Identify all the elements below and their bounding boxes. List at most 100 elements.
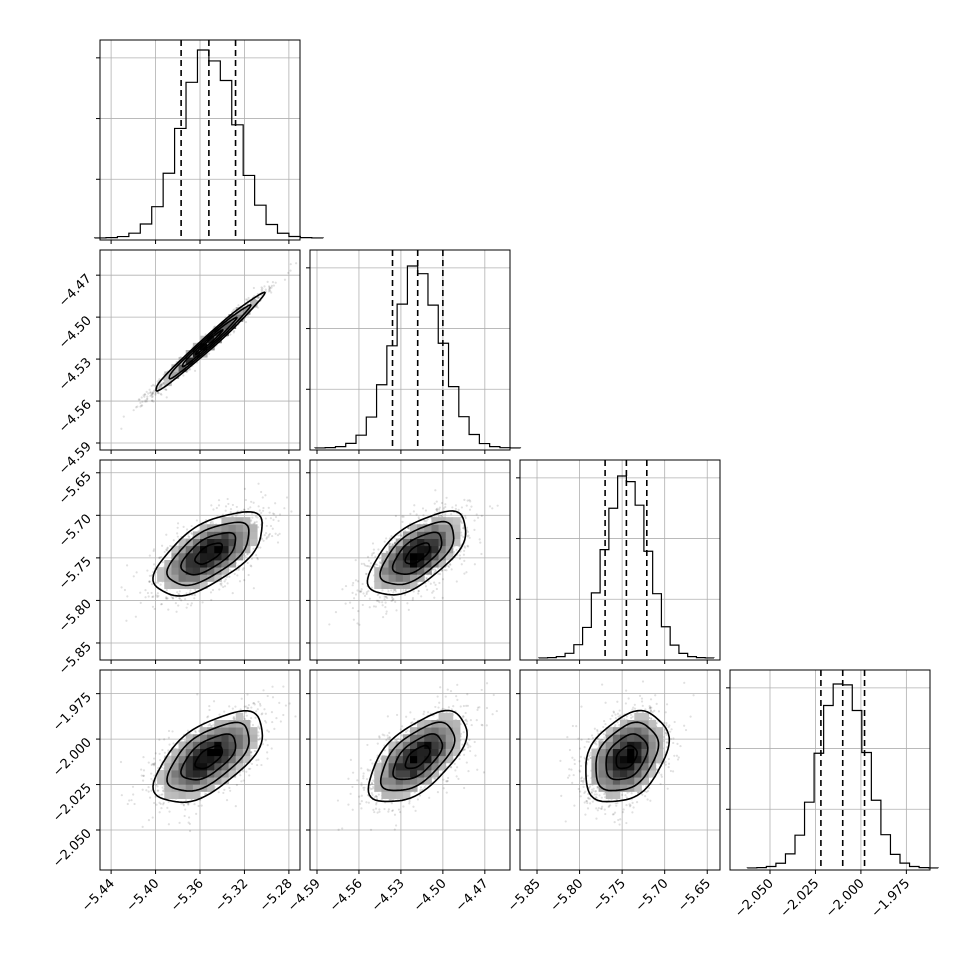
- scatter-point: [267, 535, 270, 538]
- scatter-point: [427, 580, 430, 583]
- scatter-point: [190, 602, 193, 605]
- density-cell: [395, 574, 404, 582]
- scatter-point: [426, 518, 429, 521]
- scatter-point: [152, 595, 155, 598]
- scatter-point: [260, 286, 263, 289]
- scatter-point: [422, 514, 425, 517]
- scatter-point: [142, 394, 145, 397]
- scatter-point: [366, 565, 370, 568]
- scatter-point: [440, 514, 443, 517]
- scatter-point: [167, 608, 170, 611]
- scatter-point: [251, 516, 254, 519]
- density-cell: [395, 567, 404, 575]
- scatter-point: [146, 397, 149, 400]
- scatter-point: [432, 568, 435, 571]
- density-cell: [250, 531, 258, 539]
- scatter-point: [358, 623, 361, 626]
- density-cell: [402, 545, 411, 554]
- density-cell: [178, 538, 187, 547]
- density-cell: [157, 574, 165, 582]
- scatter-point: [176, 532, 179, 535]
- scatter-point: [160, 603, 163, 606]
- scatter-point: [360, 590, 363, 593]
- scatter-point: [460, 521, 464, 525]
- scatter-point: [141, 788, 144, 791]
- scatter-point: [383, 595, 386, 598]
- scatter-point: [226, 497, 229, 501]
- scatter-point: [232, 309, 235, 312]
- scatter-point: [246, 298, 249, 301]
- scatter-point: [470, 505, 473, 508]
- scatter-point: [139, 591, 142, 594]
- scatter-point: [246, 561, 249, 565]
- density-cell: [424, 560, 432, 568]
- scatter-point: [224, 505, 228, 508]
- scatter-point: [153, 384, 156, 387]
- scatter-point: [348, 601, 352, 604]
- scatter-point: [275, 716, 278, 720]
- scatter-point: [132, 793, 135, 796]
- contour-line: [155, 291, 266, 392]
- density-cell: [164, 560, 172, 568]
- scatter-point: [437, 514, 441, 518]
- scatter-point: [465, 504, 468, 507]
- scatter-point: [260, 288, 263, 291]
- scatter-point: [294, 262, 298, 265]
- scatter-point: [122, 415, 125, 418]
- scatter-point: [271, 280, 275, 284]
- scatter-point: [404, 589, 407, 593]
- scatter-point: [442, 507, 445, 510]
- density-cell: [431, 531, 439, 539]
- scatter-point: [139, 401, 142, 404]
- scatter-point: [149, 391, 152, 395]
- scatter-point: [264, 719, 267, 723]
- scatter-point: [158, 385, 161, 388]
- scatter-point: [159, 385, 162, 388]
- scatter-point: [244, 321, 248, 324]
- scatter-point: [151, 392, 154, 395]
- scatter-point: [246, 553, 249, 556]
- scatter-point: [148, 388, 151, 391]
- contour-line: [180, 531, 237, 576]
- scatter-point: [268, 511, 271, 514]
- scatter-point: [371, 552, 374, 555]
- scatter-point: [425, 522, 428, 525]
- scatter-point: [161, 382, 164, 386]
- scatter-point: [227, 502, 230, 506]
- density-cell: [438, 552, 447, 561]
- scatter-point: [156, 391, 159, 394]
- density-cell: [214, 574, 222, 582]
- scatter-point: [381, 615, 385, 619]
- scatter-point: [204, 333, 207, 336]
- scatter-point: [465, 571, 468, 574]
- scatter-point: [153, 607, 156, 611]
- density-cell: [374, 574, 382, 582]
- density-cell: [417, 538, 425, 547]
- scatter-point: [462, 527, 465, 530]
- scatter-point: [388, 542, 391, 545]
- scatter-point: [178, 597, 181, 600]
- scatter-point: [148, 580, 151, 583]
- scatter-point: [185, 606, 188, 609]
- scatter-point: [143, 393, 146, 396]
- scatter-point: [417, 517, 421, 520]
- scatter-point: [234, 705, 237, 708]
- scatter-point: [460, 563, 463, 566]
- scatter-point: [235, 505, 238, 509]
- scatter-point: [378, 561, 382, 564]
- density-cell: [242, 517, 251, 525]
- density-cell: [417, 560, 425, 568]
- scatter-point: [119, 760, 123, 764]
- scatter-point: [177, 604, 180, 607]
- density-cell: [242, 524, 251, 532]
- scatter-point: [393, 541, 397, 544]
- scatter-point: [417, 516, 420, 519]
- density-cell: [185, 574, 194, 582]
- scatter-point: [367, 589, 370, 593]
- density-cell: [235, 531, 244, 539]
- density-cell: [424, 524, 432, 532]
- density-cell: [185, 357, 194, 365]
- scatter-point: [378, 557, 381, 560]
- scatter-point: [159, 383, 162, 386]
- scatter-point: [412, 590, 415, 593]
